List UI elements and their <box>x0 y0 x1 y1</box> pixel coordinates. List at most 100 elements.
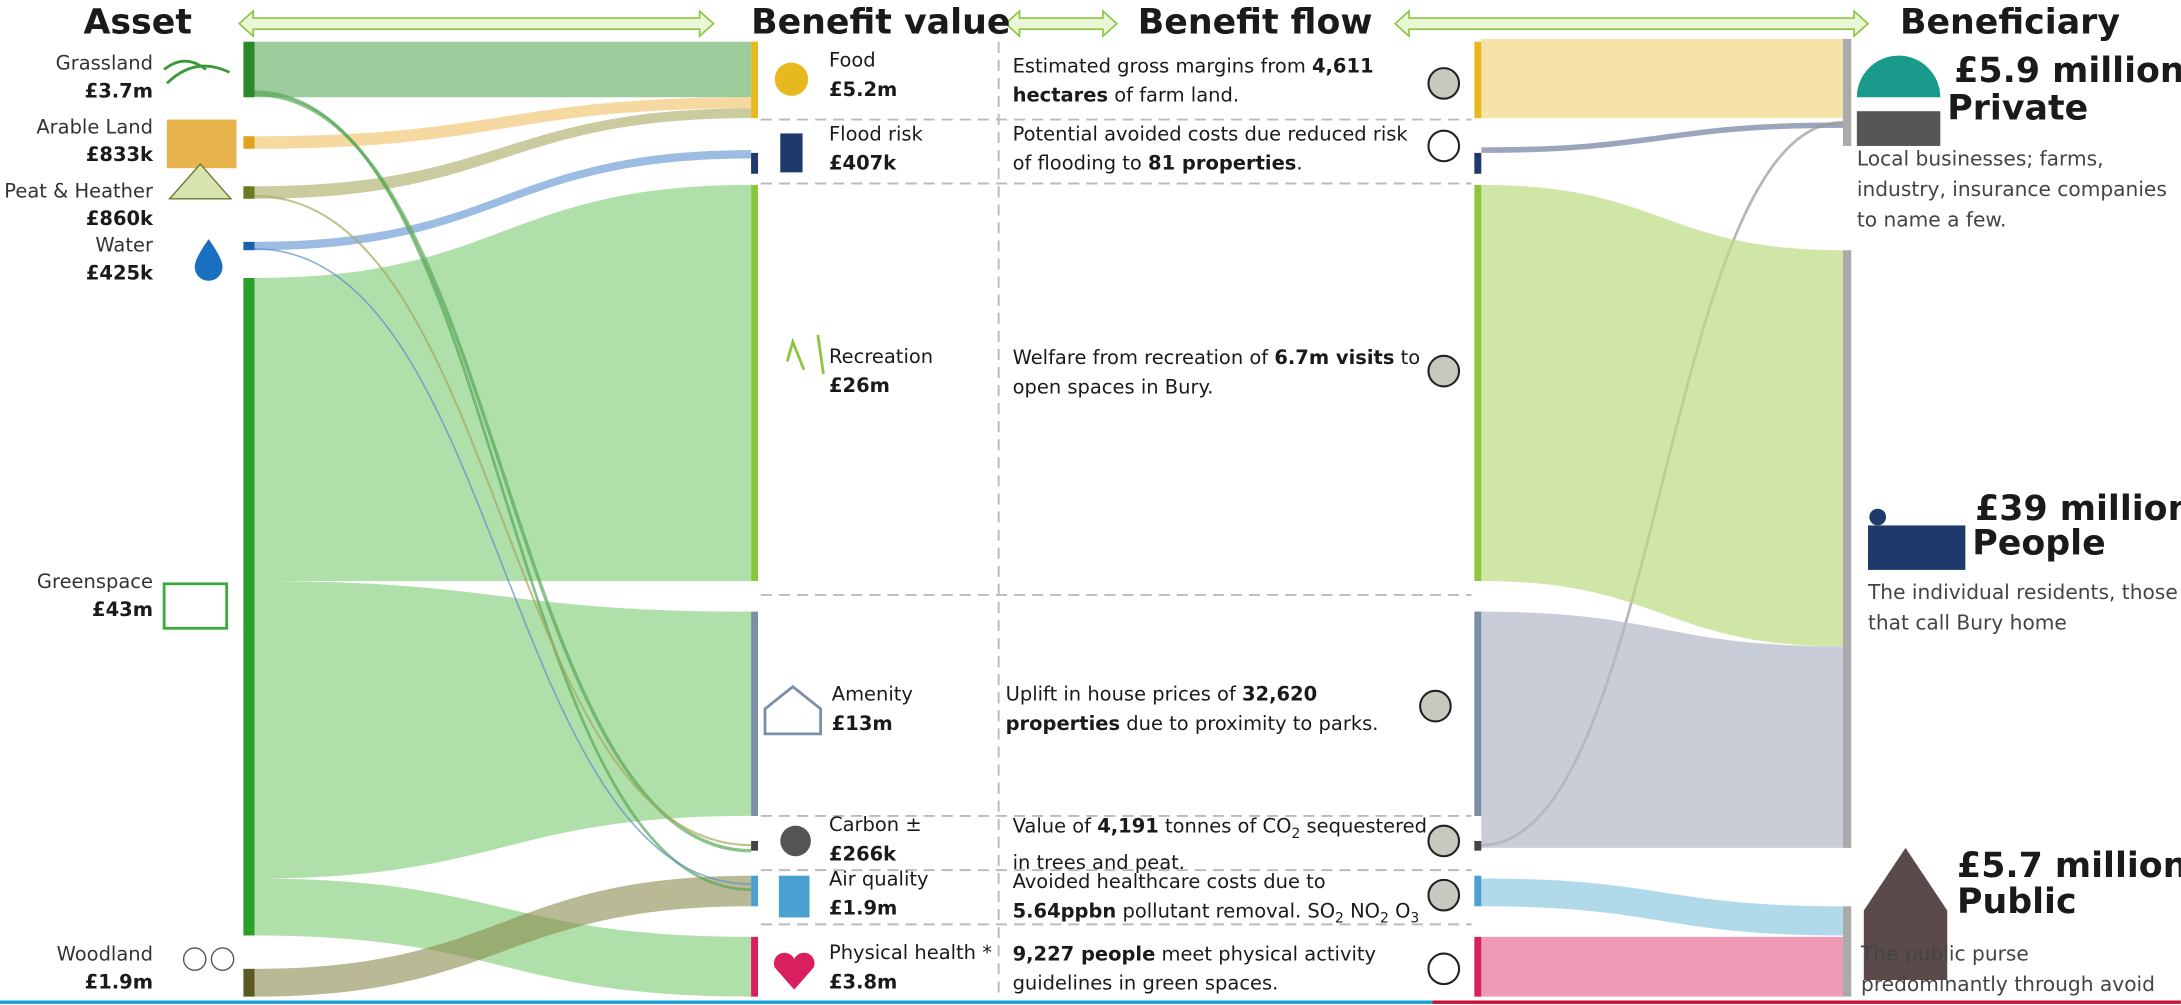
description-run: 2 <box>1380 912 1389 927</box>
indicator <box>1428 880 1459 911</box>
benefit-name: Carbon ± <box>829 815 922 837</box>
benefit-description: Estimated gross margins from 4,611 hecta… <box>1013 53 1430 111</box>
benefit-value: £26m <box>829 375 890 397</box>
description-run: 2 <box>1335 912 1344 927</box>
infographic: Asset Benefit value Benefit flow Benefic… <box>0 0 2181 1005</box>
benefit-description: Potential avoided costs due reduced risk… <box>1013 121 1430 179</box>
benefit-bar <box>1474 841 1481 851</box>
benefit-description: 9,227 people meet physical activity guid… <box>1013 941 1430 999</box>
benefit-bar <box>1474 42 1481 118</box>
indicator <box>1428 68 1459 99</box>
beneficiary-description: The individual residents, those that cal… <box>1868 578 2181 639</box>
header: Asset <box>83 1 192 41</box>
description-run: Value of <box>1013 816 1098 838</box>
asset-value: £1.9m <box>0 972 153 994</box>
asset-name: Woodland <box>0 944 153 966</box>
benefit-bar <box>751 841 758 851</box>
benefit-bar <box>751 153 758 174</box>
benefit-bar <box>1474 153 1481 174</box>
flow <box>1481 39 1843 118</box>
beneficiary-bar <box>1843 906 1851 996</box>
benefit-name: Flood risk <box>829 124 923 146</box>
asset-value: £3.7m <box>0 81 153 103</box>
indicator <box>1428 356 1459 387</box>
description-run: 3 <box>1410 912 1419 927</box>
asset-bar <box>243 278 254 935</box>
benefit-description: Avoided healthcare costs due to 5.64ppbn… <box>1013 869 1430 934</box>
benefit-name: Food <box>829 50 876 72</box>
benefit-name: Air quality <box>829 869 929 891</box>
benefit-name: Physical health * <box>829 942 992 964</box>
indicator <box>1420 691 1451 722</box>
asset-name: Arable Land <box>0 117 153 139</box>
beneficiary-bar <box>1843 250 1851 848</box>
flow <box>1481 878 1843 935</box>
description-run: Uplift in house prices of <box>1006 684 1242 706</box>
description-run: 4,191 <box>1097 816 1159 838</box>
benefit-bar <box>1474 876 1481 907</box>
benefit-bar <box>1474 185 1481 581</box>
description-run: Estimated gross margins from <box>1013 56 1312 78</box>
benefit-value: £266k <box>829 844 896 866</box>
asset-value: £43m <box>0 599 153 621</box>
flow <box>1481 185 1843 646</box>
benefit-name: Amenity <box>832 684 913 706</box>
beneficiary-description: The public purse predominantly through a… <box>1861 940 2178 1005</box>
description-run: Welfare from recreation of <box>1013 348 1275 370</box>
header: Benefit value <box>751 1 1010 41</box>
description-run: 81 properties <box>1148 153 1296 175</box>
beneficiary-name: People <box>1972 523 2105 563</box>
benefit-value: £3.8m <box>829 972 897 994</box>
asset-bar <box>243 969 254 997</box>
beneficiary-amount: £5.9 million <box>1954 50 2181 90</box>
beneficiary-name: Public <box>1957 881 2077 921</box>
description-run: 6.7m visits <box>1274 348 1394 370</box>
header: Beneficiary <box>1900 1 2120 41</box>
description-run: 2 <box>1291 827 1300 842</box>
asset-value: £425k <box>0 263 153 285</box>
description-run: 9,227 people <box>1013 944 1156 966</box>
benefit-description: Welfare from recreation of 6.7m visits t… <box>1013 345 1430 403</box>
description-run: . <box>1296 153 1302 175</box>
description-run: of farm land. <box>1108 85 1239 107</box>
benefit-name: Recreation <box>829 346 933 368</box>
asset-bar <box>243 136 254 149</box>
asset-name: Greenspace <box>0 571 153 593</box>
description-run: due to proximity to parks. <box>1120 713 1378 735</box>
header: Benefit flow <box>1138 1 1373 41</box>
asset-bar <box>243 42 254 98</box>
benefit-description: Uplift in house prices of 32,620 propert… <box>1006 681 1423 739</box>
indicator <box>1428 131 1459 162</box>
benefit-bar <box>751 42 758 118</box>
flow <box>255 581 752 878</box>
description-run: NO <box>1344 901 1380 923</box>
beneficiary-bar <box>1843 39 1851 146</box>
asset-name: Water <box>0 235 153 257</box>
flow <box>255 42 752 98</box>
flow <box>1481 937 1843 997</box>
description-run: Avoided healthcare costs due to <box>1013 872 1326 894</box>
beneficiary-description: Local businesses; farms, industry, insur… <box>1857 145 2174 237</box>
asset-bar <box>243 186 254 199</box>
asset-bar <box>243 242 254 250</box>
benefit-value: £407k <box>829 153 896 175</box>
benefit-bar <box>1474 937 1481 997</box>
asset-name: Peat & Heather <box>0 181 153 203</box>
asset-value: £860k <box>0 209 153 231</box>
benefit-bar <box>751 876 758 907</box>
description-run: O <box>1389 901 1411 923</box>
flow <box>1481 612 1843 848</box>
asset-name: Grassland <box>0 53 153 75</box>
header-arrows <box>239 11 1868 36</box>
asset-value: £833k <box>0 145 153 167</box>
benefit-bar <box>751 937 758 997</box>
benefit-bar <box>751 612 758 816</box>
benefit-value: £5.2m <box>829 79 897 101</box>
description-run: pollutant removal. SO <box>1116 901 1335 923</box>
benefit-bar <box>1474 612 1481 816</box>
indicator <box>1428 954 1459 985</box>
beneficiary-amount: £5.7 million <box>1957 845 2181 885</box>
benefit-value: £13m <box>832 713 893 735</box>
beneficiary-name: Private <box>1947 88 2088 128</box>
description-run: 5.64ppbn <box>1013 901 1117 923</box>
